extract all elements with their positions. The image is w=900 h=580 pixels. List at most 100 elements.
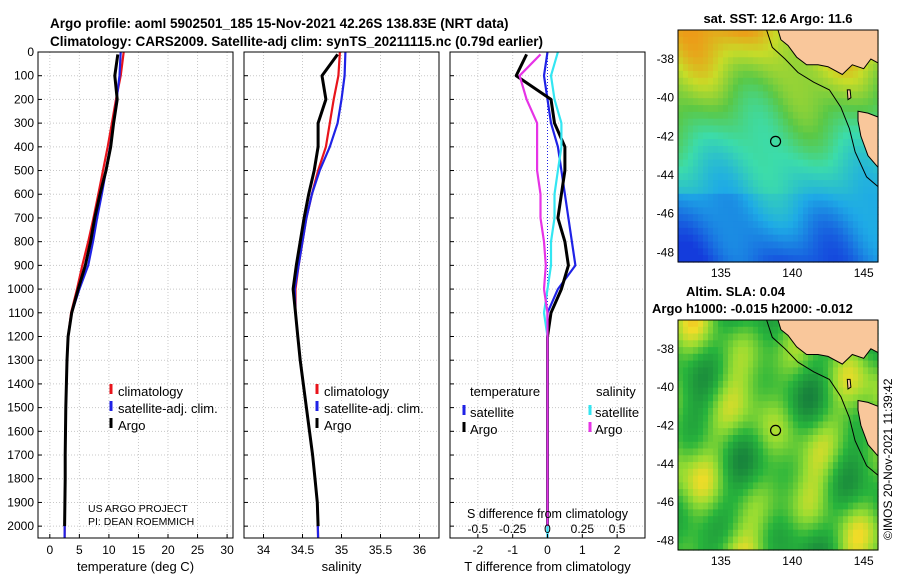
map-cell xyxy=(773,475,779,483)
map-cell xyxy=(708,255,714,263)
map-cell xyxy=(858,241,864,249)
map-cell xyxy=(778,221,784,229)
map-cell xyxy=(808,227,814,236)
map-cell xyxy=(743,360,749,368)
map-cell xyxy=(678,36,684,45)
map-cell xyxy=(718,543,724,551)
map-cell xyxy=(833,111,839,120)
map-cell xyxy=(778,401,784,409)
map-cell xyxy=(733,255,739,263)
top-tick-label: -0.5 xyxy=(468,522,489,536)
map-cell xyxy=(858,441,864,450)
map-cell xyxy=(828,84,834,92)
map-cell xyxy=(678,57,684,65)
map-cell xyxy=(873,516,879,524)
map-cell xyxy=(778,482,784,490)
map-cell xyxy=(778,118,784,127)
map-cell xyxy=(778,146,784,154)
map-cell xyxy=(848,428,854,436)
map-cell xyxy=(833,173,839,181)
map-cell xyxy=(698,234,704,243)
map-cell xyxy=(768,448,774,456)
map-cell xyxy=(863,509,869,517)
map-cell xyxy=(848,105,854,113)
map-cell xyxy=(863,495,869,504)
map-cell xyxy=(783,64,789,72)
map-cell xyxy=(713,105,719,113)
map-cell xyxy=(868,234,874,243)
map-cell xyxy=(828,173,834,181)
map-cell xyxy=(828,105,834,113)
map-cell xyxy=(853,421,859,429)
map-cell xyxy=(848,394,854,402)
map-cell xyxy=(853,387,859,395)
map-cell xyxy=(788,186,794,195)
map-cell xyxy=(683,435,689,443)
map-cell xyxy=(703,462,709,470)
panel-difference: -2 -1 0 1 2T difference from climatologytemp… xyxy=(449,51,646,574)
map-cell xyxy=(753,421,759,429)
map-cell xyxy=(738,152,744,161)
map-cell xyxy=(683,207,689,215)
map-cell xyxy=(868,360,874,368)
map-cell xyxy=(723,186,729,195)
map-cell xyxy=(823,98,829,106)
map-cell xyxy=(843,207,849,215)
map-cell xyxy=(758,509,764,517)
map-cell xyxy=(823,435,829,443)
map-cell xyxy=(848,435,854,443)
map-cell xyxy=(868,255,874,263)
map-cell xyxy=(733,57,739,65)
map-cell xyxy=(718,125,724,133)
map-cell xyxy=(813,380,819,389)
map-cell xyxy=(843,241,849,249)
map-cell xyxy=(863,180,869,188)
map-cell xyxy=(833,180,839,188)
map-cell xyxy=(723,180,729,188)
map-cell xyxy=(798,374,804,382)
map-cell xyxy=(778,255,784,263)
map-cell xyxy=(683,536,689,544)
map-cell xyxy=(703,84,709,92)
map-cell xyxy=(853,468,859,477)
map-cell xyxy=(693,374,699,382)
map-cell xyxy=(738,139,744,147)
map-cell xyxy=(693,380,699,389)
map-cell xyxy=(683,43,689,51)
map-cell xyxy=(848,441,854,450)
map-cell xyxy=(873,374,879,382)
map-cell xyxy=(853,495,859,504)
map-cell xyxy=(733,529,739,538)
map-cell xyxy=(858,489,864,497)
map-cell xyxy=(758,30,764,38)
map-cell xyxy=(838,380,844,389)
map-cell xyxy=(768,227,774,236)
map-cell xyxy=(873,64,879,72)
map-x-tick-label: 140 xyxy=(782,554,802,568)
map-cell xyxy=(803,468,809,477)
map-cell xyxy=(823,227,829,236)
map-cell xyxy=(833,407,839,416)
map-cell xyxy=(808,435,814,443)
map-cell xyxy=(768,70,774,79)
map-cell xyxy=(698,57,704,65)
map-cell xyxy=(723,50,729,58)
map-cell xyxy=(718,30,724,38)
map-cell xyxy=(688,91,694,99)
map-cell xyxy=(728,43,734,51)
map-cell xyxy=(693,50,699,58)
map-cell xyxy=(788,98,794,106)
map-cell xyxy=(733,214,739,222)
map-cell xyxy=(803,516,809,524)
map-cell xyxy=(683,50,689,58)
map-cell xyxy=(818,407,824,416)
map-cell xyxy=(683,340,689,348)
map-cell xyxy=(818,255,824,263)
map-cell xyxy=(873,84,879,92)
map-cell xyxy=(688,367,694,375)
map-cell xyxy=(843,70,849,79)
map-cell xyxy=(748,441,754,450)
map-cell xyxy=(688,152,694,161)
map-cell xyxy=(843,380,849,389)
map-cell xyxy=(758,221,764,229)
